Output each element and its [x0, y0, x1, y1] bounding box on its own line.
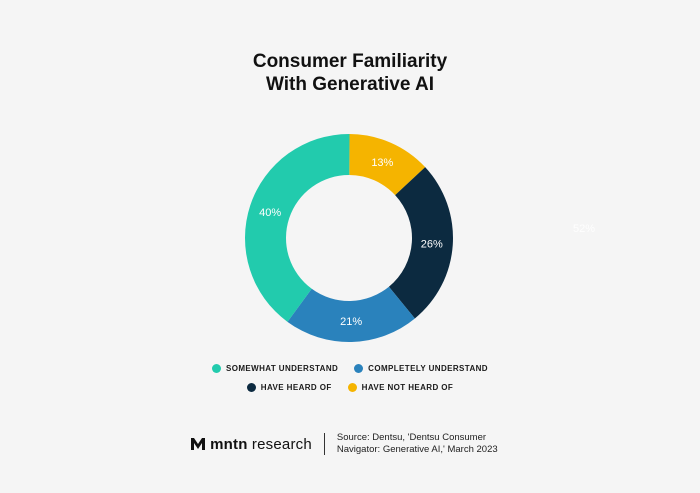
slice-label-somewhat-understand: 40%	[259, 207, 281, 219]
stray-percent-label: 52%	[573, 223, 595, 235]
legend-label-completely-understand: COMPLETELY UNDERSTAND	[368, 364, 488, 373]
source-line-2: Navigator: Generative AI,' March 2023	[336, 444, 498, 455]
source-line-1: Source: Dentsu, 'Dentsu Consumer	[336, 432, 487, 443]
legend-item-completely-understand: COMPLETELY UNDERSTAND	[354, 364, 488, 373]
brand-name-bold: mntn	[210, 435, 248, 453]
legend-item-have-not-heard-of: HAVE NOT HEARD OF	[347, 383, 454, 392]
source-note: Source: Dentsu, 'Dentsu Consumer Navigat…	[337, 432, 509, 456]
footer-divider	[323, 433, 325, 455]
legend-row-1: SOMEWHAT UNDERSTAND COMPLETELY UNDERSTAN…	[0, 364, 700, 373]
legend-label-somewhat-understand: SOMEWHAT UNDERSTAND	[225, 364, 339, 373]
legend-swatch-have-heard-of	[246, 383, 256, 392]
slice-have-heard-of	[388, 167, 453, 319]
footer: mntn research Source: Dentsu, 'Dentsu Co…	[0, 432, 700, 456]
legend-label-have-not-heard-of: HAVE NOT HEARD OF	[361, 383, 454, 392]
slice-label-completely-understand: 21%	[340, 316, 362, 328]
slice-have-not-heard-of	[349, 134, 426, 196]
legend-item-have-heard-of: HAVE HEARD OF	[246, 383, 332, 392]
legend-swatch-somewhat-understand	[211, 364, 221, 373]
legend-row-2: HAVE HEARD OF HAVE NOT HEARD OF	[0, 383, 700, 392]
legend-swatch-completely-understand	[354, 364, 364, 373]
slice-somewhat-understand	[245, 134, 350, 322]
legend-item-somewhat-understand: SOMEWHAT UNDERSTAND	[211, 364, 339, 373]
chart-title: Consumer Familiarity With Generative AI	[0, 50, 700, 96]
brand-name: mntn research	[210, 436, 312, 453]
slice-label-have-heard-of: 26%	[421, 239, 443, 251]
mntn-logo-icon	[191, 438, 206, 450]
slice-label-have-not-heard-of: 13%	[371, 157, 393, 169]
chart-title-line-2: With Generative AI	[265, 74, 435, 95]
legend-label-have-heard-of: HAVE HEARD OF	[260, 383, 332, 392]
legend-swatch-have-not-heard-of	[347, 383, 357, 392]
brand-name-rest: research	[247, 435, 312, 453]
chart-title-line-1: Consumer Familiarity	[252, 51, 448, 72]
brand: mntn research	[191, 436, 312, 453]
slice-completely-understand	[287, 286, 415, 343]
